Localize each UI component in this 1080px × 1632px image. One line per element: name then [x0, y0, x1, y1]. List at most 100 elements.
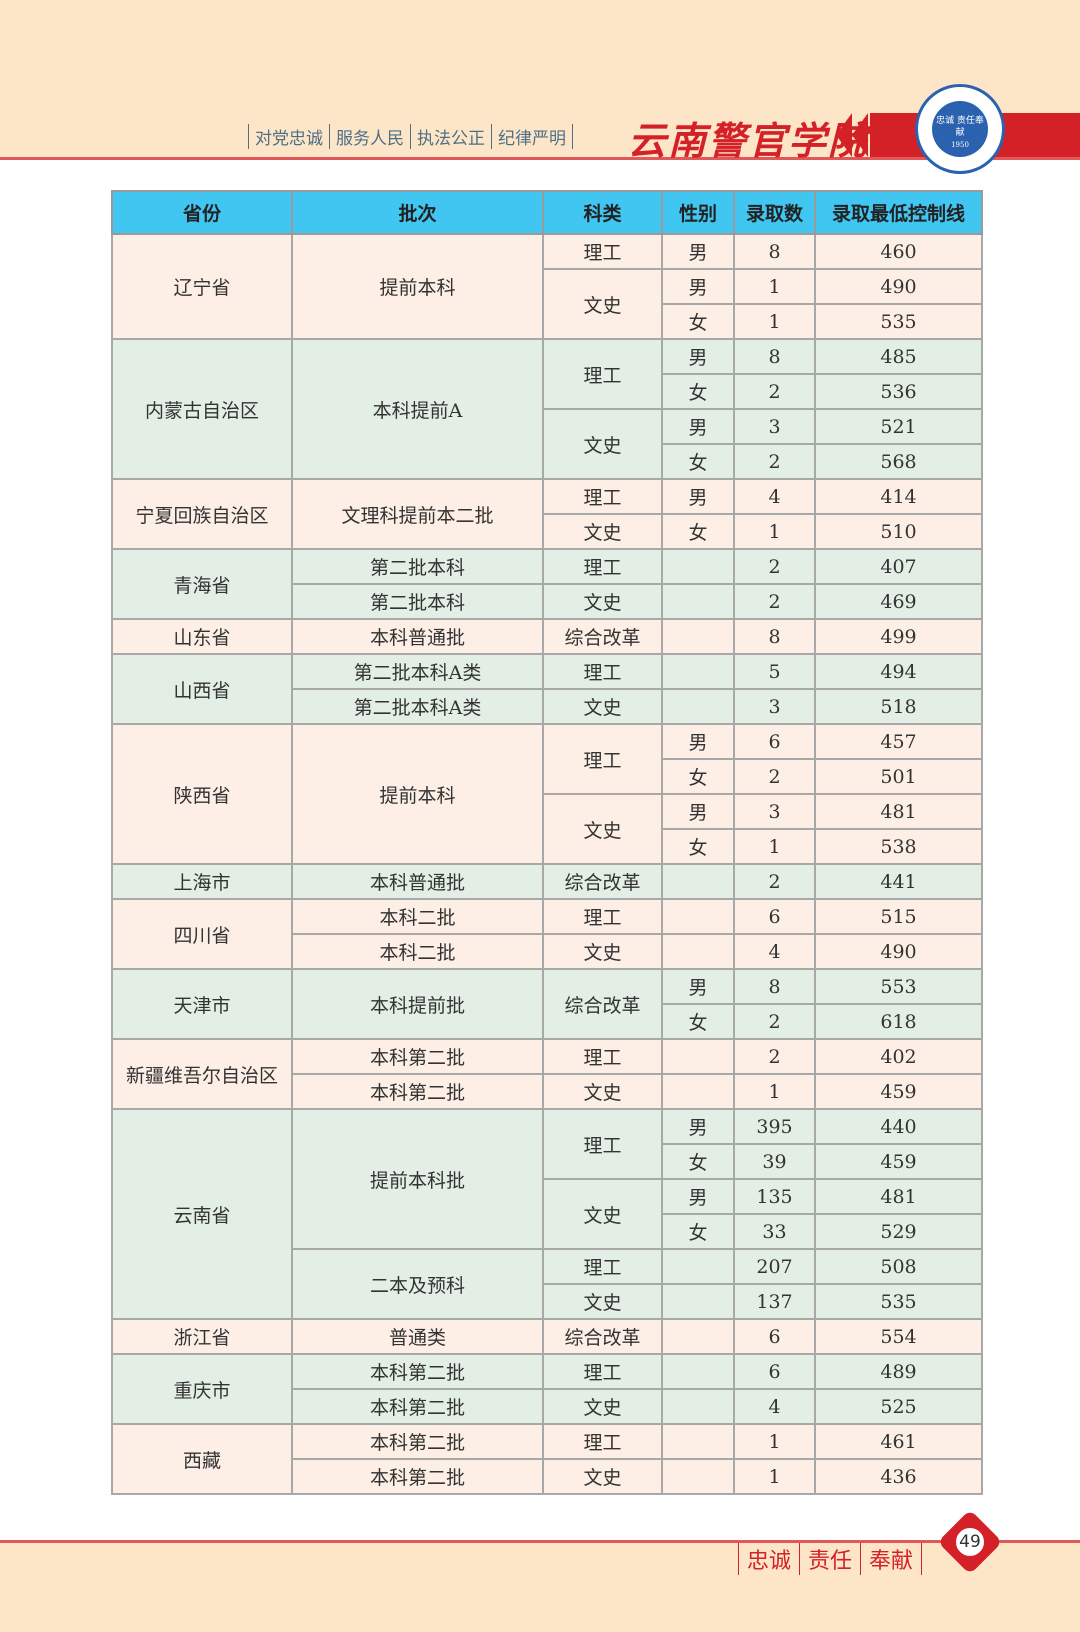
table-cell: 女	[661, 1213, 735, 1250]
table-cell: 综合改革	[542, 863, 663, 900]
table-cell: 441	[814, 863, 983, 900]
college-name: 云南警官学院	[628, 118, 869, 163]
chevron-decoration-icon	[836, 113, 852, 157]
table-cell: 515	[814, 898, 983, 935]
table-cell: 2	[733, 1003, 816, 1040]
table-row: 女 1 535	[112, 303, 983, 340]
table-cell: 535	[814, 1283, 983, 1320]
table-cell: 525	[814, 1388, 983, 1425]
table-cell: 文理科提前本二批	[291, 478, 544, 550]
table-cell: 508	[814, 1248, 983, 1285]
table-cell: 文史	[542, 688, 663, 725]
footer-values: 忠诚 责任 奉献	[738, 1543, 923, 1575]
table-cell: 2	[733, 758, 816, 795]
logo-emblem: 忠诚 责任奉献 1950	[932, 101, 988, 157]
column-header: 性别	[661, 190, 735, 235]
college-logo: 忠诚 责任奉献 1950	[915, 84, 1005, 174]
table-cell	[661, 1353, 735, 1390]
table-cell: 理工	[542, 653, 663, 690]
table-cell: 文史	[542, 513, 663, 550]
table-cell: 陕西省	[111, 723, 293, 865]
table-cell: 四川省	[111, 898, 293, 970]
footer-value: 忠诚	[738, 1543, 799, 1575]
table-cell: 云南省	[111, 1108, 293, 1320]
table-cell: 本科第二批	[291, 1073, 544, 1110]
table-cell: 普通类	[291, 1318, 544, 1355]
table-cell: 460	[814, 233, 983, 270]
table-cell: 554	[814, 1318, 983, 1355]
table-cell: 女	[661, 828, 735, 865]
table-cell: 女	[661, 513, 735, 550]
table-cell: 理工	[542, 1423, 663, 1460]
table-cell: 上海市	[111, 863, 293, 900]
column-header: 批次	[291, 190, 544, 235]
table-row: 女 33 529	[112, 1213, 983, 1250]
table-row: 本科二批 文史 4 490	[112, 933, 983, 970]
table-row: 文史男 1 490	[112, 268, 983, 340]
table-cell: 8	[733, 233, 816, 270]
table-cell: 5	[733, 653, 816, 690]
table-cell: 理工	[542, 1108, 663, 1180]
table-cell: 本科第二批	[291, 1038, 544, 1075]
column-header: 录取数	[733, 190, 816, 235]
table-row: 辽宁省 提前本科 理工男 8 460	[111, 233, 983, 340]
column-header: 科类	[542, 190, 663, 235]
table-cell: 理工	[542, 723, 663, 795]
table-cell	[661, 863, 735, 900]
table-cell: 39	[733, 1143, 816, 1180]
table-cell: 440	[814, 1108, 983, 1145]
table-cell	[661, 653, 735, 690]
table-cell: 文史	[542, 793, 663, 865]
table-cell: 理工	[542, 233, 663, 270]
table-cell: 494	[814, 653, 983, 690]
table-cell: 西藏	[111, 1423, 293, 1495]
table-cell	[661, 1388, 735, 1425]
table-row: 内蒙古自治区 本科提前A 理工男 8 485	[111, 338, 983, 480]
table-cell: 理工	[542, 1248, 663, 1285]
table-cell: 490	[814, 933, 983, 970]
column-header: 省份	[111, 190, 293, 235]
table-cell: 6	[733, 898, 816, 935]
footer-divider	[0, 1540, 1080, 1543]
table-cell: 内蒙古自治区	[111, 338, 293, 480]
table-cell	[661, 1318, 735, 1355]
table-cell: 485	[814, 338, 983, 375]
table-cell: 6	[733, 1353, 816, 1390]
table-row: 浙江省 普通类 综合改革 6 554	[111, 1318, 983, 1355]
table-cell: 本科提前批	[291, 968, 544, 1040]
table-row: 上海市 本科普通批 综合改革 2 441	[111, 863, 983, 900]
table-cell: 女	[661, 443, 735, 480]
table-cell	[661, 1423, 735, 1460]
table-cell: 男	[661, 793, 735, 830]
table-cell: 提前本科	[291, 723, 544, 865]
table-cell: 综合改革	[542, 1318, 663, 1355]
table-cell: 1	[733, 303, 816, 340]
table-cell: 521	[814, 408, 983, 445]
table-cell	[661, 618, 735, 655]
table-cell: 男	[661, 968, 735, 1005]
table-row: 云南省 提前本科批 理工男 395 440	[111, 1108, 983, 1320]
table-row: 西藏 本科第二批 理工 1 461	[111, 1423, 983, 1495]
table-cell: 457	[814, 723, 983, 760]
table-cell: 518	[814, 688, 983, 725]
table-cell: 理工	[542, 478, 663, 515]
table-cell: 2	[733, 863, 816, 900]
table-cell: 理工	[542, 548, 663, 585]
table-cell: 469	[814, 583, 983, 620]
table-cell: 文史	[542, 583, 663, 620]
table-row: 第二批本科 文史 2 469	[112, 583, 983, 620]
table-cell: 1	[733, 1423, 816, 1460]
table-cell: 男	[661, 723, 735, 760]
table-header-row: 省份 批次 科类 性别 录取数 录取最低控制线	[111, 190, 983, 235]
table-cell: 536	[814, 373, 983, 410]
table-cell: 二本及预科	[291, 1248, 544, 1320]
table-row: 文史女 1 510	[112, 513, 983, 550]
table-cell: 3	[733, 408, 816, 445]
table-cell: 综合改革	[542, 968, 663, 1040]
table-row: 天津市 本科提前批 综合改革男 8 553	[111, 968, 983, 1040]
table-cell	[661, 933, 735, 970]
table-cell: 文史	[542, 408, 663, 480]
table-row: 二本及预科 理工 207 508	[112, 1248, 983, 1320]
table-cell: 本科第二批	[291, 1353, 544, 1390]
table-cell: 1	[733, 1073, 816, 1110]
